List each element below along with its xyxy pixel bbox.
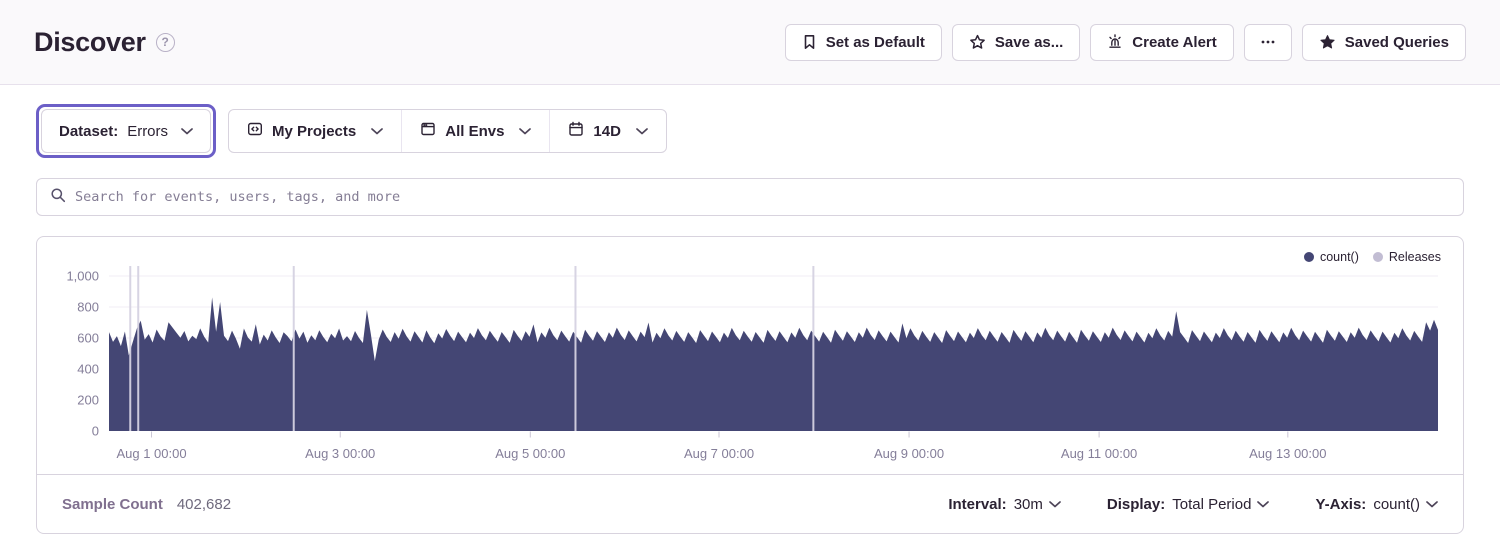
display-dropdown[interactable]: Display: Total Period [1107, 496, 1270, 513]
chevron-down-icon [519, 127, 532, 135]
footer-controls: Interval: 30m Display: Total Period Y-Ax… [948, 496, 1438, 513]
y-axis-dropdown[interactable]: Y-Axis: count() [1315, 496, 1438, 513]
siren-icon [1107, 34, 1123, 50]
svg-text:Aug 5 00:00: Aug 5 00:00 [495, 446, 565, 461]
y-axis-value: count() [1373, 495, 1420, 513]
saved-queries-button[interactable]: Saved Queries [1301, 23, 1466, 61]
filter-row: Dataset: Errors My Projects [36, 104, 1464, 158]
display-label: Display: [1106, 495, 1166, 513]
interval-dropdown[interactable]: Interval: 30m [948, 496, 1061, 513]
save-as-label: Save as... [994, 33, 1064, 51]
svg-text:Aug 9 00:00: Aug 9 00:00 [874, 446, 944, 461]
bookmark-icon [802, 34, 817, 50]
chart-region: count() Releases 0 200 400 600 800 1,000 Aug 1… [37, 237, 1463, 474]
dataset-label: Dataset: [59, 122, 119, 140]
search-icon [50, 187, 66, 208]
calendar-icon [568, 121, 584, 141]
date-range-label: 14D [593, 122, 621, 140]
svg-text:Aug 13 00:00: Aug 13 00:00 [1249, 446, 1326, 461]
chevron-down-icon [181, 127, 193, 135]
y-axis-label: Y-Axis: [1315, 495, 1367, 513]
search-bar [36, 178, 1464, 216]
main-content: Dataset: Errors My Projects [0, 104, 1500, 534]
chart-panel-footer: Sample Count 402,682 Interval: 30m Displ… [37, 474, 1463, 533]
page-header: Discover ? Set as Default Save as... Cre… [0, 0, 1500, 85]
chevron-down-icon [1426, 500, 1438, 508]
chart-legend: count() Releases [1303, 250, 1441, 264]
svg-text:Aug 11 00:00: Aug 11 00:00 [1061, 446, 1137, 461]
svg-text:Aug 1 00:00: Aug 1 00:00 [116, 446, 186, 461]
legend-item-count[interactable]: count() [1303, 250, 1359, 264]
svg-text:1,000: 1,000 [66, 269, 99, 284]
chevron-down-icon [371, 127, 384, 135]
discover-chart-svg[interactable]: 0 200 400 600 800 1,000 Aug 1 00:00 Aug 3 00:00… [37, 237, 1463, 474]
sample-count: Sample Count 402,682 [62, 496, 231, 513]
project-icon [247, 121, 263, 141]
svg-text:800: 800 [77, 300, 99, 315]
projects-label: My Projects [272, 122, 357, 140]
saved-queries-label: Saved Queries [1344, 33, 1449, 51]
create-alert-label: Create Alert [1132, 33, 1217, 51]
star-outline-icon [969, 34, 986, 50]
environments-dropdown[interactable]: All Envs [401, 110, 549, 152]
date-range-dropdown[interactable]: 14D [549, 110, 666, 152]
svg-text:400: 400 [77, 362, 99, 377]
set-as-default-button[interactable]: Set as Default [784, 23, 942, 61]
svg-text:0: 0 [92, 424, 99, 439]
sample-count-value: 402,682 [176, 495, 232, 513]
set-as-default-label: Set as Default [825, 33, 925, 51]
legend-item-releases[interactable]: Releases [1372, 250, 1441, 264]
dataset-dropdown[interactable]: Dataset: Errors [41, 109, 212, 153]
create-alert-button[interactable]: Create Alert [1090, 23, 1234, 61]
ellipsis-icon [1260, 34, 1276, 50]
projects-dropdown[interactable]: My Projects [229, 110, 401, 152]
search-input[interactable] [75, 189, 1450, 205]
interval-label: Interval: [948, 495, 1007, 513]
chevron-down-icon [1257, 500, 1270, 508]
count-series-label: count() [1319, 250, 1359, 264]
events-chart-panel: count() Releases 0 200 400 600 800 1,000 Aug 1… [36, 236, 1464, 534]
question-circle-icon[interactable]: ? [155, 32, 175, 52]
count-series-dot [1303, 252, 1314, 262]
releases-series-dot [1372, 252, 1383, 262]
sample-count-label: Sample Count [62, 495, 163, 513]
dataset-value: Errors [127, 122, 169, 140]
display-value: Total Period [1172, 495, 1252, 513]
interval-value: 30m [1013, 495, 1043, 513]
header-actions: Set as Default Save as... Create Alert [784, 23, 1466, 61]
chevron-down-icon [1049, 500, 1061, 508]
page-title: Discover [34, 26, 146, 57]
dataset-focus-ring: Dataset: Errors [36, 104, 217, 158]
svg-text:Aug 3 00:00: Aug 3 00:00 [305, 446, 375, 461]
chevron-down-icon [636, 127, 648, 135]
star-filled-icon [1319, 34, 1336, 50]
save-as-button[interactable]: Save as... [951, 23, 1081, 61]
svg-text:600: 600 [77, 331, 99, 346]
releases-series-label: Releases [1388, 250, 1441, 264]
svg-text:Aug 7 00:00: Aug 7 00:00 [684, 446, 754, 461]
page-filter-bar: My Projects All Envs [228, 109, 667, 153]
environments-label: All Envs [445, 122, 505, 140]
window-icon [420, 121, 436, 141]
more-options-button[interactable] [1243, 23, 1292, 61]
svg-text:200: 200 [77, 393, 99, 408]
title-wrap: Discover ? [34, 27, 175, 58]
